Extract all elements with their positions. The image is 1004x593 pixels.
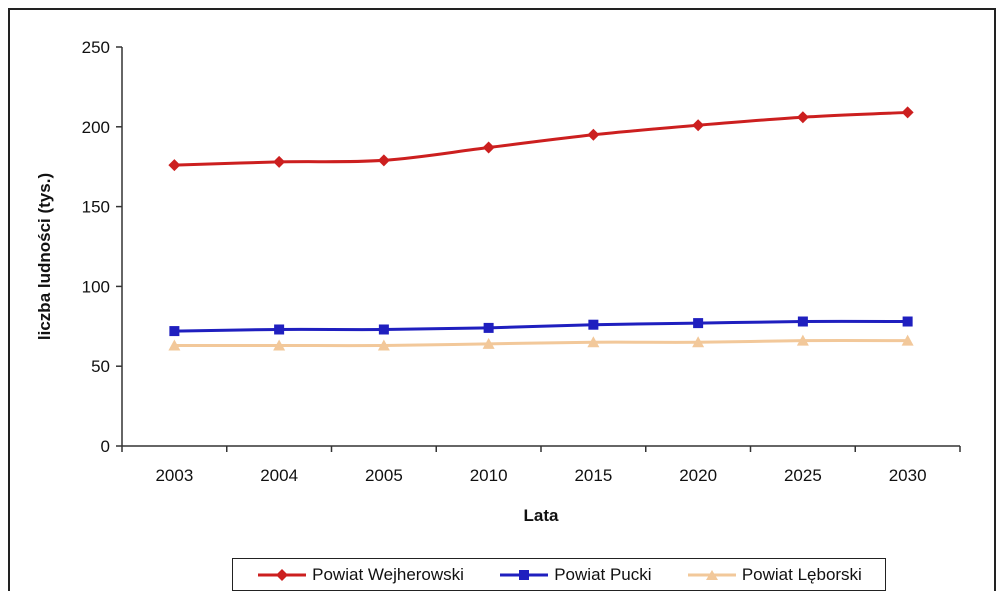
data-point [168,159,181,172]
x-tick-label: 2005 [365,466,403,485]
y-tick-label: 50 [91,357,110,376]
legend-label-pucki: Powiat Pucki [554,564,652,584]
y-tick-label: 100 [82,277,110,296]
chart-frame [8,8,996,591]
series-group [168,106,914,351]
data-point [797,316,808,327]
data-point [483,322,494,333]
y-tick-label: 250 [82,38,110,57]
data-point [692,119,705,132]
y-tick-label: 0 [101,437,110,456]
legend-label-wejherowski: Powiat Wejherowski [312,564,464,584]
x-tick-label: 2025 [784,466,822,485]
data-point [693,318,704,329]
data-point [377,339,390,351]
data-point [587,336,600,348]
series-line-0 [174,110,908,167]
data-point [692,336,705,348]
x-tick-label: 2010 [470,466,508,485]
legend-label-leborski: Powiat Lęborski [741,564,862,584]
series-2 [168,334,914,351]
legend-item-leborski: Powiat Lęborski [686,565,862,585]
data-point [901,106,914,119]
data-point [902,316,913,327]
series-1 [169,316,913,337]
x-axis: 2003 2004 2005 2010 2015 2020 2025 2030 [121,445,961,485]
y-tick-label: 200 [82,118,110,137]
data-point [273,155,286,168]
y-axis: 0 50 100 150 200 250 [82,38,123,456]
x-axis-title: Lata [524,506,560,525]
series-line-2 [174,339,908,348]
x-tick-label: 2030 [889,466,927,485]
series-line-1 [174,319,908,333]
data-point [378,324,389,335]
y-axis-title: liczba ludności (tys.) [35,173,54,340]
data-point [168,339,181,351]
data-point [482,337,495,349]
legend-swatch-wejherowski [258,568,307,581]
data-point [274,324,285,335]
data-point [796,111,809,124]
x-tick-label: 2020 [679,466,717,485]
data-point [901,334,914,346]
legend: Powiat Wejherowski Powiat Pucki Powiat L… [232,558,886,591]
x-tick-label: 2004 [260,466,298,485]
data-point [587,128,600,141]
legend-item-wejherowski: Powiat Wejherowski [256,565,464,585]
x-tick-label: 2003 [155,466,193,485]
data-point [588,319,599,330]
legend-item-pucki: Powiat Pucki [498,564,652,585]
data-point [482,141,495,154]
y-tick-label: 150 [82,198,110,217]
legend-swatch-leborski [687,569,736,580]
legend-swatch-pucki [500,569,549,580]
series-0 [168,106,914,172]
data-point [273,339,286,351]
x-tick-label: 2015 [574,466,612,485]
data-point [796,334,809,346]
data-point [377,154,390,167]
data-point [169,326,180,337]
